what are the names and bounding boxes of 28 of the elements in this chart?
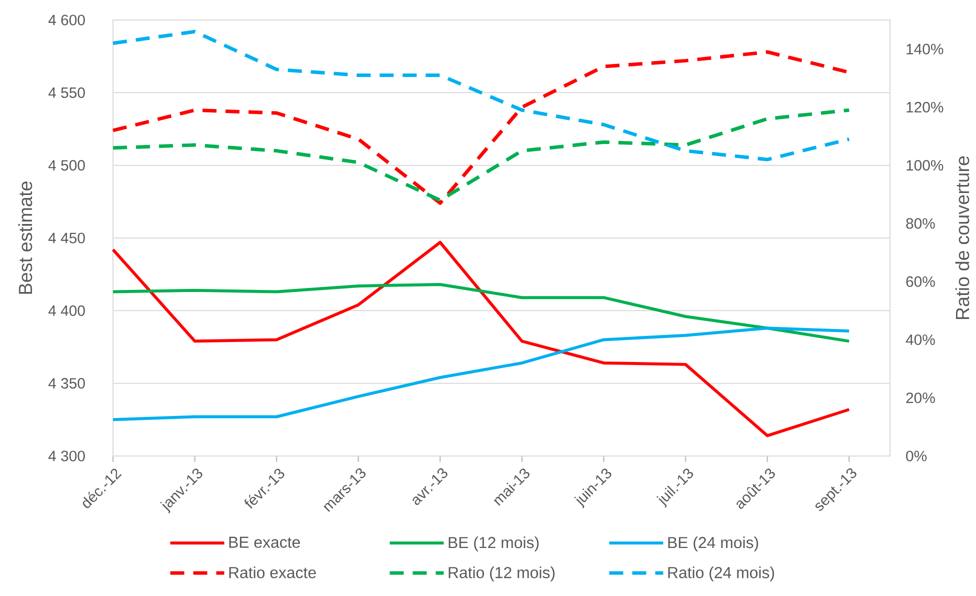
legend-label: Ratio (12 mois) (448, 566, 555, 582)
y-tick-label: 4 300 (48, 450, 85, 462)
y2-axis-title: Ratio de couverture (955, 156, 970, 320)
line-series (112, 240, 851, 438)
legend-label: BE (12 mois) (448, 536, 539, 552)
legend-label: BE exacte (229, 536, 300, 548)
legend-label: BE (24 mois) (668, 536, 758, 552)
y2-tick-label: 100% (906, 160, 944, 171)
y-tick-label: 4 400 (48, 305, 85, 316)
y2-tick-label: 20% (906, 392, 935, 404)
y2-tick-label: 40% (906, 334, 935, 346)
y2-tick-label: 80% (906, 218, 935, 229)
legend-label: Ratio exacte (229, 566, 316, 578)
y-tick-label: 4 500 (48, 160, 85, 171)
line-series (112, 326, 851, 422)
y-tick-label: 4 450 (48, 232, 85, 244)
legend-label: Ratio (24 mois) (668, 566, 774, 582)
line-series (111, 108, 851, 202)
line-series (112, 283, 851, 343)
y-tick-label: 4 350 (48, 378, 85, 389)
y-tick-label: 4 600 (48, 14, 85, 26)
y-axis-title: Best estimate (18, 182, 32, 294)
y2-tick-label: 140% (906, 44, 944, 54)
y2-tick-label: 0% (906, 450, 927, 462)
y-tick-label: 4 550 (48, 87, 85, 98)
y2-tick-label: 60% (906, 276, 935, 287)
y2-tick-label: 120% (906, 102, 944, 112)
line-series (111, 30, 851, 162)
